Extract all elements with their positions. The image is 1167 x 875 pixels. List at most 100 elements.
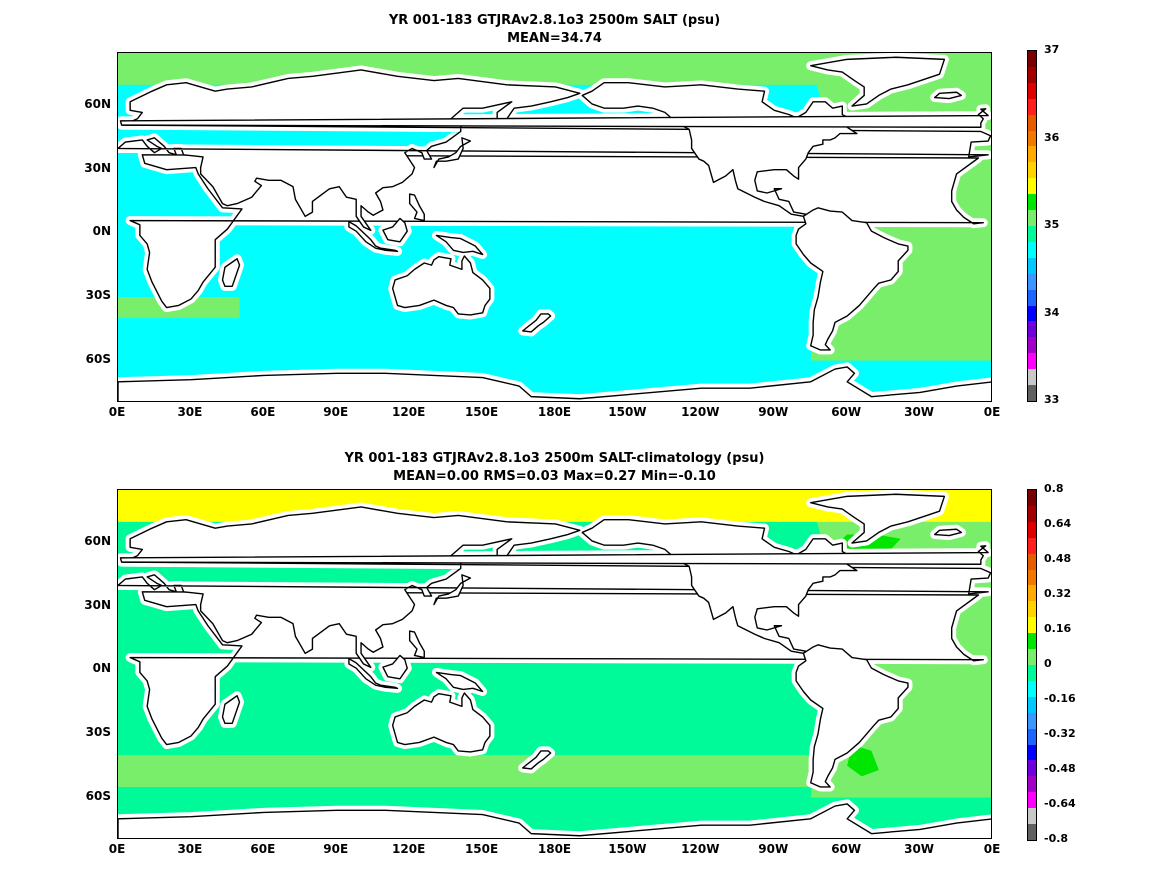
colorbar-segment [1028, 521, 1036, 538]
colorbar-segment [1028, 336, 1036, 354]
x-tick-label: 180E [537, 405, 572, 419]
madagascar-land [221, 695, 241, 725]
colorbar-segment [1028, 177, 1036, 195]
newzealand-land [521, 750, 552, 770]
colorbar-segment [1028, 759, 1036, 777]
colorbar-tick-label: -0.8 [1044, 832, 1069, 845]
south-america-land [795, 207, 909, 351]
colorbar-tick-label: -0.32 [1044, 727, 1076, 740]
x-tick-label: 30E [177, 842, 203, 856]
colorbar-segment [1028, 209, 1036, 226]
x-tick-label: 60E [250, 842, 276, 856]
x-tick-label: 120W [681, 842, 720, 856]
colorbar-segment [1028, 289, 1036, 306]
colorbar-segment [1028, 384, 1036, 401]
philippines-land [408, 193, 425, 222]
x-tick-label: 0E [108, 405, 126, 419]
x-tick-label: 90W [758, 842, 789, 856]
colorbar-segment [1028, 130, 1036, 147]
argentine-field [847, 744, 879, 777]
colorbar-segment [1028, 823, 1036, 840]
colorbar-segment [1028, 489, 1036, 506]
colorbar-tick-label: 0.32 [1044, 587, 1072, 600]
antarctica-land [118, 366, 991, 401]
newguinea-land [435, 234, 484, 256]
greenland-land [810, 56, 946, 107]
anomaly-map [117, 489, 992, 839]
borneo-land [382, 217, 408, 243]
colorbar-segment [1028, 505, 1036, 522]
colorbar-segment [1028, 537, 1036, 554]
colorbar-tick-label: 35 [1044, 218, 1060, 231]
colorbar-tick-label: -0.16 [1044, 692, 1076, 705]
colorbar [1027, 489, 1037, 841]
colorbar-tick-label: 0.8 [1044, 482, 1064, 495]
colorbar-segment [1028, 161, 1036, 179]
ocean-field [118, 490, 991, 838]
colorbar-segment [1028, 632, 1036, 650]
colorbar-tick-label: 37 [1044, 43, 1060, 56]
y-tick-label: 30S [85, 724, 111, 739]
colorbar-segment [1028, 98, 1036, 115]
colorbar-segment [1028, 273, 1036, 290]
colorbar-tick-label: 36 [1044, 130, 1060, 144]
colorbar-segment [1028, 145, 1036, 163]
y-tick-label: 60N [84, 97, 111, 112]
japan-land [433, 137, 472, 169]
x-tick-label: 60W [831, 405, 862, 419]
colorbar-segment [1028, 114, 1036, 131]
eurasia-land [118, 506, 991, 669]
y-tick-label: 0N [92, 661, 111, 676]
uk-land [119, 108, 989, 128]
colorbar [1027, 50, 1037, 402]
x-tick-label: 60W [831, 842, 862, 856]
colorbar-segment [1028, 50, 1036, 67]
colorbar-segment [1028, 241, 1036, 258]
chart-title: YR 001-183 GTJRAv2.8.1o3 2500m SALT-clim… [344, 451, 765, 466]
colorbar-tick-label: -0.48 [1044, 762, 1076, 775]
colorbar-segment [1028, 553, 1036, 570]
iceland-land [933, 91, 963, 100]
colorbar-tick-label: 0.16 [1044, 622, 1072, 635]
colorbar-segment [1028, 225, 1036, 242]
x-tick-label: 180E [537, 842, 572, 856]
y-tick-label: 0N [92, 224, 111, 239]
philippines-land [408, 630, 425, 659]
australia-land [391, 255, 491, 316]
colorbar-segment [1028, 352, 1036, 370]
chart-subtitle: MEAN=0.00 RMS=0.03 Max=0.27 Min=-0.10 [393, 469, 716, 484]
colorbar-segment [1028, 664, 1036, 681]
chart-title: YR 001-183 GTJRAv2.8.1o3 2500m SALT (psu… [388, 13, 721, 28]
x-tick-label: 120E [392, 842, 426, 856]
colorbar-segment [1028, 569, 1036, 586]
x-tick-label: 150W [608, 405, 647, 419]
x-tick-label: 30W [904, 842, 935, 856]
colorbar-segment [1028, 728, 1036, 745]
colorbar-segment [1028, 82, 1036, 99]
colorbar-segment [1028, 807, 1036, 825]
indonesia-land [348, 657, 399, 690]
colorbar-segment [1028, 680, 1036, 697]
madagascar-land [221, 258, 241, 288]
antarctica-land [118, 803, 991, 838]
y-tick-label: 30N [84, 160, 111, 175]
greenland-land [810, 493, 946, 544]
borneo-land [382, 654, 408, 680]
x-tick-label: 150E [464, 405, 499, 419]
colorbar-segment [1028, 320, 1036, 338]
colorbar-segment [1028, 305, 1036, 322]
japan-land [433, 574, 472, 606]
x-tick-label: 30W [904, 405, 935, 419]
x-tick-label: 30E [177, 405, 203, 419]
newguinea-land [435, 671, 484, 693]
colorbar-segment [1028, 648, 1036, 665]
x-tick-label: 90E [323, 405, 349, 419]
y-tick-label: 30S [85, 287, 111, 302]
colorbar-segment [1028, 744, 1036, 761]
chart-subtitle: MEAN=34.74 [507, 31, 602, 46]
x-tick-label: 90W [758, 405, 789, 419]
x-tick-label: 150E [464, 842, 499, 856]
colorbar-tick-label: 0.48 [1044, 552, 1072, 565]
australia-land [391, 692, 491, 753]
colorbar-segment [1028, 712, 1036, 729]
